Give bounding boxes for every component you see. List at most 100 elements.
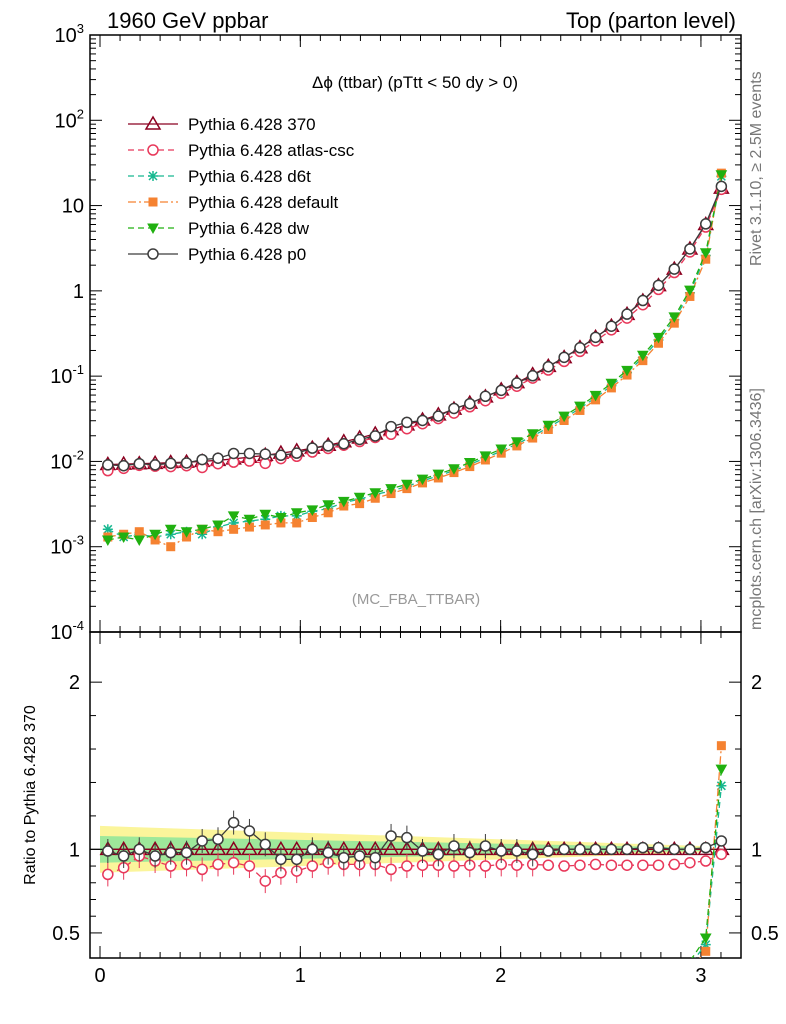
data-point xyxy=(306,442,319,454)
ratio-ytick-label: 1 xyxy=(69,839,80,861)
data-point xyxy=(133,535,146,546)
data-point xyxy=(401,479,413,491)
data-point xyxy=(589,331,602,344)
main-ytick-label: 103 xyxy=(55,21,84,47)
data-point xyxy=(605,378,618,390)
ratio-point xyxy=(275,853,287,866)
data-point xyxy=(558,351,570,364)
legend-marker xyxy=(148,197,158,207)
ratio-point xyxy=(464,846,476,859)
data-point xyxy=(699,218,712,230)
data-point xyxy=(448,402,460,415)
xtick-label: 0 xyxy=(94,965,105,987)
data-point xyxy=(149,529,161,541)
ratio-point xyxy=(479,840,492,852)
legend-label: Pythia 6.428 p0 xyxy=(188,245,306,264)
ratio-point xyxy=(716,780,727,791)
ratio-point xyxy=(558,843,570,856)
ratio-point xyxy=(558,860,570,872)
data-point xyxy=(275,513,287,524)
ratio-series-line xyxy=(694,785,723,958)
data-point xyxy=(102,459,114,471)
ratio-series-line xyxy=(107,853,722,882)
data-point xyxy=(684,285,696,297)
ratio-series-line xyxy=(691,769,723,958)
data-point xyxy=(306,505,319,516)
data-point xyxy=(715,180,728,193)
data-point xyxy=(621,365,633,377)
header-right-label: Top (parton level) xyxy=(566,8,736,33)
ratio-point xyxy=(589,858,602,871)
data-point xyxy=(259,457,272,470)
data-point xyxy=(259,448,272,460)
ratio-point xyxy=(699,855,712,867)
data-point xyxy=(495,444,508,455)
ratio-ylabel: Ratio to Pythia 6.428 370 xyxy=(22,705,39,885)
data-point xyxy=(164,457,177,470)
ratio-point xyxy=(382,840,400,856)
ratio-point xyxy=(322,846,334,859)
data-point xyxy=(542,360,555,373)
ratio-point xyxy=(117,850,130,862)
ratio-point xyxy=(511,845,523,857)
data-point xyxy=(574,342,586,354)
data-point xyxy=(432,469,445,481)
ratio-series-line xyxy=(107,821,722,861)
main-ytick-label: 10 xyxy=(62,196,84,218)
data-point xyxy=(637,294,649,307)
ratio-point xyxy=(652,841,665,854)
data-point xyxy=(495,384,507,397)
ratio-point xyxy=(652,859,665,871)
ratio-ytick-label-right: 0.5 xyxy=(751,923,779,945)
ratio-point xyxy=(526,848,539,861)
data-point xyxy=(228,517,239,528)
chart-title: Δϕ (ttbar) (pTtt < 50 dy > 0) xyxy=(312,73,518,92)
ratio-point xyxy=(227,816,240,829)
ratio-frame xyxy=(89,631,742,959)
ratio-point xyxy=(448,840,460,852)
data-point xyxy=(292,518,302,528)
data-point xyxy=(338,438,350,450)
ratio-point xyxy=(668,858,681,871)
data-point xyxy=(117,532,130,544)
data-point xyxy=(685,291,695,301)
ratio-point xyxy=(701,946,711,956)
ratio-point xyxy=(715,835,728,847)
ratio-point xyxy=(637,841,649,854)
data-point xyxy=(290,447,303,459)
ratio-point xyxy=(259,838,272,851)
ratio-point xyxy=(133,843,146,856)
data-point xyxy=(322,500,335,511)
data-point xyxy=(196,453,208,466)
data-point xyxy=(511,377,523,389)
series-line xyxy=(107,186,722,467)
ratio-point xyxy=(338,851,350,864)
data-point xyxy=(353,492,366,504)
series-line xyxy=(107,174,723,541)
data-point xyxy=(432,410,445,422)
legend-marker xyxy=(147,248,159,260)
data-point xyxy=(526,429,539,440)
ratio-point xyxy=(684,856,696,869)
ratio-point xyxy=(212,858,224,871)
data-point xyxy=(149,459,161,471)
ratio-point xyxy=(149,850,161,862)
data-point xyxy=(355,499,365,509)
ratio-point xyxy=(699,933,712,944)
ratio-point xyxy=(542,845,555,857)
ratio-point xyxy=(385,863,397,876)
main-ytick-label: 10-4 xyxy=(50,618,84,644)
data-point xyxy=(164,524,177,536)
ratio-point xyxy=(196,835,208,847)
data-point xyxy=(448,464,460,475)
ratio-point xyxy=(102,845,114,857)
ratio-point xyxy=(102,868,114,881)
ratio-point xyxy=(290,853,303,866)
series-line xyxy=(107,172,723,548)
ratio-point xyxy=(227,856,240,869)
ratio-point xyxy=(621,843,633,856)
ratio-point xyxy=(668,843,681,856)
legend-label: Pythia 6.428 d6t xyxy=(188,167,311,186)
data-point xyxy=(701,254,711,264)
main-ytick-label: 10-1 xyxy=(50,362,84,388)
